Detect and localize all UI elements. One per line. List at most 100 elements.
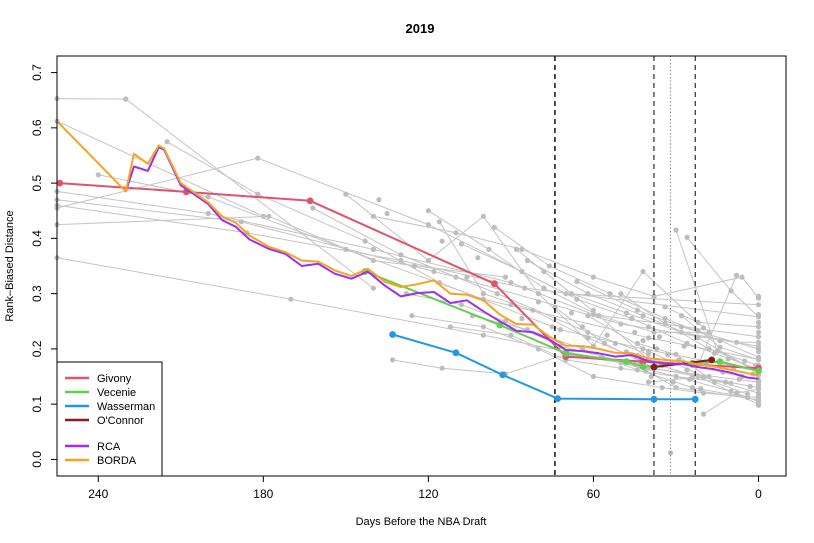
- background-series-point: [343, 191, 349, 197]
- background-series-point: [458, 241, 464, 247]
- background-series-point: [662, 320, 668, 327]
- x-tick-label: 60: [587, 487, 601, 501]
- background-series-line: [56, 120, 264, 217]
- plot-frame: [56, 55, 787, 477]
- background-series-point: [618, 365, 624, 371]
- background-data-point: [579, 324, 586, 330]
- background-series-point: [502, 274, 508, 280]
- background-series-point: [640, 268, 646, 275]
- background-series-point: [541, 268, 547, 275]
- background-series-point: [673, 227, 679, 233]
- background-series-point: [480, 324, 486, 330]
- y-tick-label: 0.5: [30, 174, 44, 191]
- legend-label: Wasserman: [97, 401, 155, 413]
- x-tick-label: 120: [418, 487, 438, 501]
- background-series-point: [494, 291, 500, 297]
- series-point: [452, 349, 460, 357]
- background-data-point: [736, 376, 742, 382]
- legend-label: Givony: [97, 373, 132, 385]
- background-data-point: [549, 324, 555, 330]
- y-tick-label: 0.4: [30, 230, 44, 247]
- background-data-point: [590, 307, 597, 313]
- background-series-point: [640, 313, 646, 319]
- background-series-point: [601, 340, 608, 346]
- background-series-point: [425, 208, 431, 214]
- background-data-point: [755, 402, 762, 408]
- background-series-point: [486, 246, 492, 252]
- background-series-point: [398, 252, 404, 258]
- background-series-point: [362, 238, 368, 244]
- background-series-point: [552, 304, 558, 310]
- background-series-point: [689, 385, 696, 391]
- background-series-point: [607, 291, 613, 297]
- background-series-point: [343, 246, 349, 252]
- background-data-point: [755, 293, 762, 299]
- background-series-point: [678, 313, 685, 319]
- background-series-point: [519, 268, 525, 275]
- background-series-point: [390, 357, 396, 363]
- background-series-point: [370, 246, 376, 252]
- highlighted-series-layer: [56, 120, 762, 403]
- y-axis: 0.0 0.1 0.2 0.3 0.4 0.5 0.6 0.7: [30, 64, 57, 468]
- series-point: [554, 395, 562, 402]
- x-axis-title: Days Before the NBA Draft: [356, 516, 487, 528]
- background-series-point: [585, 335, 591, 341]
- background-series-point: [645, 348, 652, 354]
- background-series-point: [673, 351, 679, 357]
- background-data-point: [706, 373, 712, 380]
- background-data-point: [684, 367, 690, 373]
- chart-title: 2019: [406, 21, 435, 36]
- series-point: [623, 358, 630, 365]
- background-series-point: [744, 391, 751, 397]
- background-series-point: [310, 205, 316, 211]
- background-data-point: [725, 356, 731, 362]
- background-series-point: [425, 257, 431, 264]
- background-series-point: [662, 304, 668, 310]
- background-series-point: [458, 302, 464, 308]
- legend-label: BORDA: [97, 455, 137, 467]
- series-point: [708, 356, 716, 364]
- background-series-point: [480, 332, 486, 338]
- background-data-point: [755, 312, 762, 318]
- series-point: [562, 349, 570, 357]
- series-point: [691, 395, 699, 403]
- series-point: [650, 395, 658, 403]
- legend-item: Vecenie: [65, 387, 136, 399]
- series-point: [716, 358, 724, 365]
- background-data-point: [629, 315, 635, 322]
- background-series-line: [56, 215, 506, 278]
- background-series-point: [700, 411, 707, 417]
- background-series-point: [574, 278, 580, 285]
- background-series-point: [634, 340, 641, 346]
- background-data-point: [654, 346, 660, 352]
- background-series-line: [620, 293, 759, 366]
- series-point: [389, 331, 396, 338]
- background-series-point: [205, 210, 211, 217]
- background-data-point: [464, 274, 470, 280]
- legend-label: O'Connor: [97, 415, 144, 427]
- background-series-point: [439, 365, 445, 371]
- background-series-point: [645, 379, 652, 385]
- background-series-point: [255, 155, 261, 161]
- y-tick-label: 0.7: [30, 64, 44, 81]
- background-series-point: [541, 285, 547, 291]
- background-series-point: [733, 390, 740, 396]
- background-series-point: [95, 172, 101, 178]
- background-data-point: [535, 299, 542, 305]
- background-series-point: [508, 332, 514, 338]
- background-series-point: [535, 291, 542, 297]
- background-data-point: [645, 324, 652, 330]
- background-series-point: [585, 313, 591, 319]
- background-series-point: [659, 385, 665, 391]
- background-data-point: [519, 315, 525, 322]
- y-tick-label: 0.6: [30, 119, 44, 136]
- background-series-point: [436, 219, 442, 225]
- background-data-point: [656, 334, 663, 340]
- background-series-line: [56, 190, 759, 338]
- x-axis: 240 180 120 60 0: [88, 476, 762, 501]
- background-series-point: [700, 325, 707, 331]
- x-tick-label: 180: [253, 487, 273, 501]
- background-series-point: [755, 398, 762, 404]
- series-point: [499, 371, 507, 379]
- background-series-point: [684, 234, 690, 240]
